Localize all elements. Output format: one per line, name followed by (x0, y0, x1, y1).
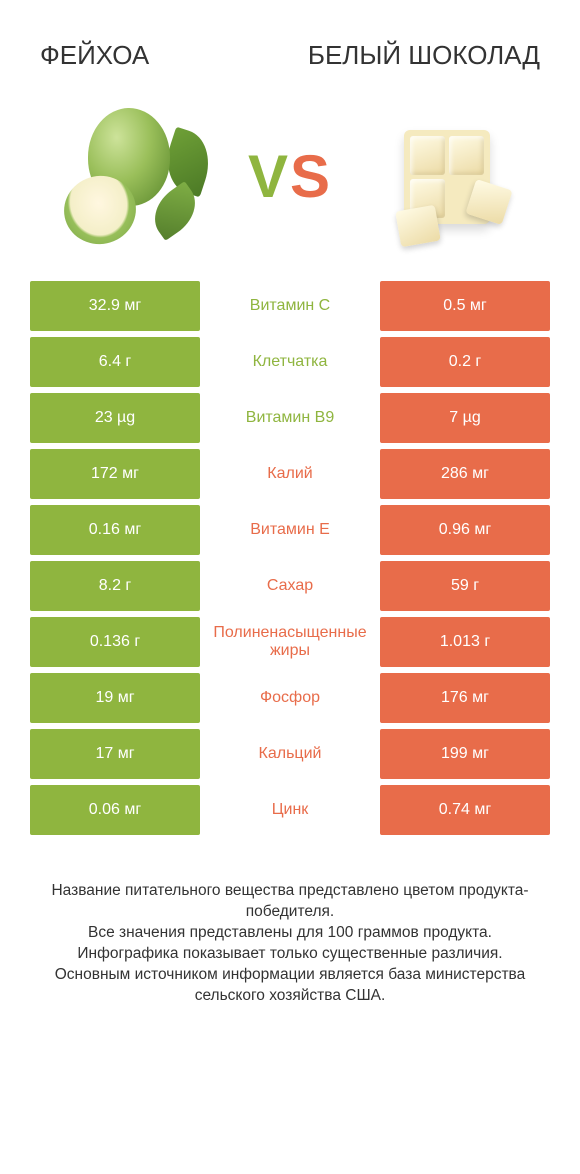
footer-notes: Название питательного вещества представл… (0, 841, 580, 1007)
footer-line: Инфографика показывает только существенн… (30, 944, 550, 965)
vs-v: V (248, 143, 290, 210)
value-left: 17 мг (30, 729, 200, 779)
value-left: 8.2 г (30, 561, 200, 611)
title-left: ФЕЙХОА (40, 40, 149, 71)
value-left: 0.136 г (30, 617, 200, 667)
value-left: 6.4 г (30, 337, 200, 387)
nutrient-label: Витамин B9 (200, 393, 380, 443)
value-right: 1.013 г (380, 617, 550, 667)
nutrient-label: Калий (200, 449, 380, 499)
header: ФЕЙХОА БЕЛЫЙ ШОКОЛАД (0, 0, 580, 91)
footer-line: Все значения представлены для 100 граммо… (30, 923, 550, 944)
value-right: 199 мг (380, 729, 550, 779)
value-right: 0.5 мг (380, 281, 550, 331)
nutrient-label: Полиненасыщенные жиры (200, 617, 380, 667)
value-left: 0.16 мг (30, 505, 200, 555)
nutrient-label: Клетчатка (200, 337, 380, 387)
value-right: 59 г (380, 561, 550, 611)
value-right: 176 мг (380, 673, 550, 723)
table-row: 32.9 мгВитамин C0.5 мг (30, 281, 550, 331)
table-row: 17 мгКальций199 мг (30, 729, 550, 779)
value-right: 7 µg (380, 393, 550, 443)
nutrient-label: Фосфор (200, 673, 380, 723)
value-right: 0.2 г (380, 337, 550, 387)
value-left: 172 мг (30, 449, 200, 499)
table-row: 172 мгКалий286 мг (30, 449, 550, 499)
footer-line: Название питательного вещества представл… (30, 881, 550, 923)
table-row: 0.136 гПолиненасыщенные жиры1.013 г (30, 617, 550, 667)
nutrient-label: Сахар (200, 561, 380, 611)
feijoa-image (60, 101, 210, 251)
white-chocolate-image (370, 101, 520, 251)
value-left: 0.06 мг (30, 785, 200, 835)
nutrient-label: Цинк (200, 785, 380, 835)
value-left: 19 мг (30, 673, 200, 723)
table-row: 23 µgВитамин B97 µg (30, 393, 550, 443)
table-row: 8.2 гСахар59 г (30, 561, 550, 611)
hero-row: VS (0, 91, 580, 281)
value-right: 0.96 мг (380, 505, 550, 555)
footer-line: Основным источником информации является … (30, 965, 550, 1007)
table-row: 0.06 мгЦинк0.74 мг (30, 785, 550, 835)
value-left: 32.9 мг (30, 281, 200, 331)
title-right: БЕЛЫЙ ШОКОЛАД (308, 40, 540, 71)
table-row: 6.4 гКлетчатка0.2 г (30, 337, 550, 387)
value-right: 0.74 мг (380, 785, 550, 835)
vs-s: S (290, 143, 332, 210)
nutrient-label: Витамин E (200, 505, 380, 555)
nutrient-label: Кальций (200, 729, 380, 779)
comparison-table: 32.9 мгВитамин C0.5 мг 6.4 гКлетчатка0.2 … (0, 281, 580, 835)
table-row: 0.16 мгВитамин E0.96 мг (30, 505, 550, 555)
vs-label: VS (248, 142, 332, 211)
table-row: 19 мгФосфор176 мг (30, 673, 550, 723)
nutrient-label: Витамин C (200, 281, 380, 331)
value-right: 286 мг (380, 449, 550, 499)
value-left: 23 µg (30, 393, 200, 443)
